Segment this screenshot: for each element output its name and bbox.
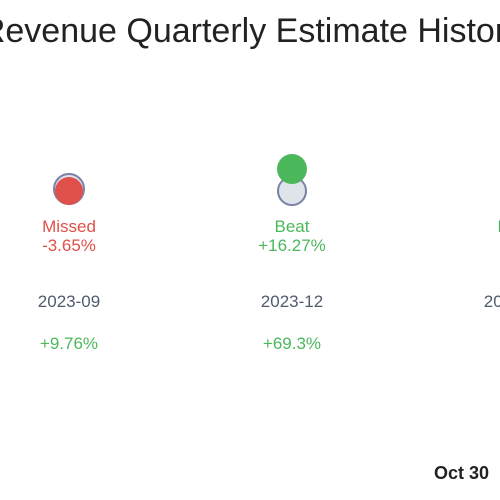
growth-label: +69.3%	[263, 334, 321, 353]
result-label: Missed	[42, 217, 96, 236]
period-label: 2024-03	[484, 292, 500, 311]
footer-date: Oct 30	[434, 463, 490, 483]
surprise-label: -3.65%	[42, 236, 96, 255]
result-label: Beat	[275, 217, 310, 236]
chart-title: Revenue Quarterly Estimate History	[0, 12, 500, 50]
actual-point	[55, 177, 83, 205]
result-label: Beat	[498, 217, 500, 236]
period-label: 2023-09	[38, 292, 100, 311]
actual-point	[277, 154, 307, 184]
surprise-label: +16.27%	[258, 236, 326, 255]
growth-label: +9.76%	[40, 334, 98, 353]
period-label: 2023-12	[261, 292, 323, 311]
